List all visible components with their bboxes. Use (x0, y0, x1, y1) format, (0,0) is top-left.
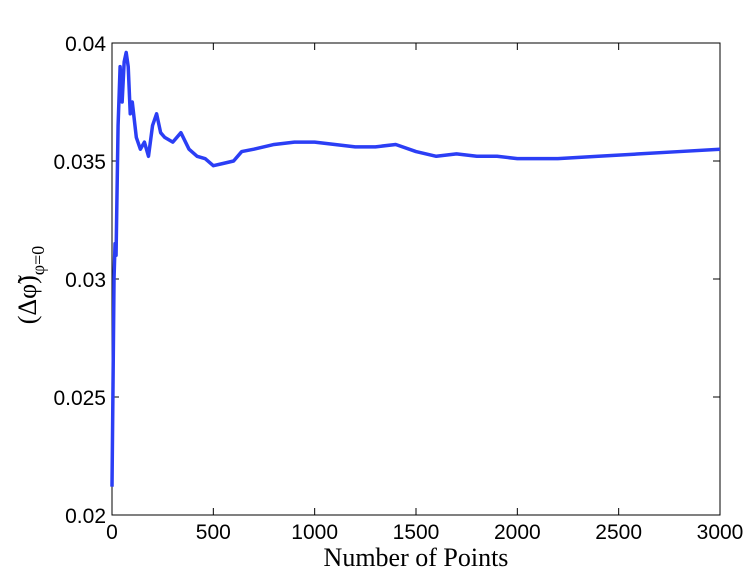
y-tick-label: 0.03 (65, 269, 106, 292)
y-tick-label: 0.025 (53, 387, 106, 410)
y-axis-label-main: (Δφ̃) (13, 275, 42, 324)
x-tick-label: 1000 (291, 521, 338, 544)
y-tick-label: 0.04 (65, 33, 106, 56)
x-tick-label: 3000 (697, 521, 744, 544)
y-axis-label: (Δφ̃)φ=0 (13, 246, 48, 325)
data-line (110, 50, 721, 487)
x-tick-label: 1500 (393, 521, 440, 544)
x-tick-label: 2500 (595, 521, 642, 544)
plot-frame (111, 42, 721, 516)
y-tick-label: 0.02 (65, 505, 106, 528)
x-tick-label: 2000 (494, 521, 541, 544)
x-tick-label: 0 (106, 521, 118, 544)
x-tick-label: 500 (196, 521, 231, 544)
x-axis-label: Number of Points (324, 543, 509, 572)
y-axis-label-subscript: φ=0 (28, 246, 48, 276)
y-tick-label: 0.035 (53, 151, 106, 174)
